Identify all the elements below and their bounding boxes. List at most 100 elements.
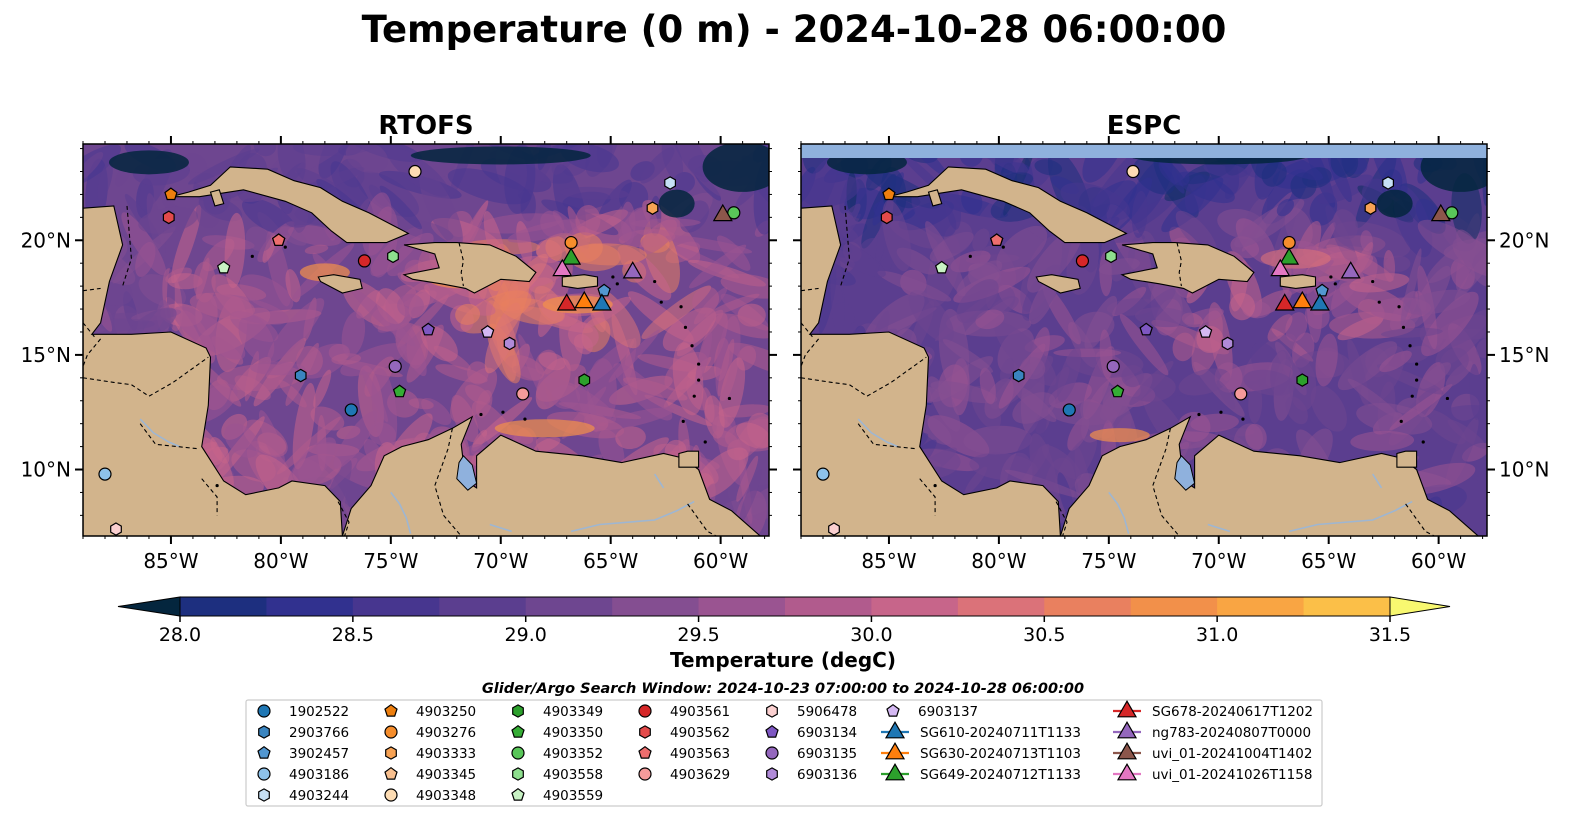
platform-marker xyxy=(882,187,896,201)
legend-marker xyxy=(765,746,779,760)
platform-marker xyxy=(408,164,422,179)
colorbar-label: Temperature (degC) xyxy=(670,648,896,672)
legend-label: SG630-20240713T1103 xyxy=(920,746,1081,762)
legend-item: 4903352 xyxy=(511,746,603,762)
legend-marker xyxy=(766,767,778,781)
panel-title-rtofs: RTOFS xyxy=(378,111,473,141)
platform-marker xyxy=(388,359,402,373)
platform-marker xyxy=(1075,254,1090,268)
legend-item: SG649-20240712T1133 xyxy=(881,762,1081,783)
legend-marker xyxy=(638,745,652,759)
platform-marker xyxy=(516,387,530,401)
legend-marker xyxy=(384,788,398,802)
lon-tick-label: 80°W xyxy=(971,549,1026,573)
legend-marker xyxy=(884,741,906,760)
colorbar-tick-label: 28.5 xyxy=(332,624,374,646)
platform-marker xyxy=(357,254,372,268)
panel-title-espc: ESPC xyxy=(1107,111,1182,141)
colorbar-tick-label: 31.5 xyxy=(1369,624,1411,646)
legend-label: 4903333 xyxy=(416,746,476,762)
lat-tick-label: 20°N xyxy=(1499,228,1549,252)
legend-label: SG678-20240617T1202 xyxy=(1152,704,1313,720)
legend-item: uvi_01-20241026T1158 xyxy=(1113,762,1312,783)
legend-label: 6903135 xyxy=(797,746,857,762)
legend-label: 5906478 xyxy=(797,704,857,720)
legend-marker xyxy=(257,704,271,718)
platform-marker xyxy=(1270,258,1291,277)
legend-item: 4903244 xyxy=(258,788,349,804)
legend-item: 6903135 xyxy=(765,746,857,762)
colorbar-segment xyxy=(1217,597,1305,616)
platform-marker xyxy=(1315,283,1329,297)
platform-marker xyxy=(1062,403,1076,417)
lon-tick-label: 80°W xyxy=(253,549,308,573)
search-window-caption: Glider/Argo Search Window: 2024-10-23 07… xyxy=(482,681,1084,697)
map-frame xyxy=(82,143,770,537)
legend-marker xyxy=(512,704,524,718)
legend-item: 4903250 xyxy=(384,703,476,720)
lon-tick-label: 70°W xyxy=(473,549,528,573)
platform-marker xyxy=(392,384,407,398)
legend-item: 4903345 xyxy=(384,766,476,783)
legend-item: 2903766 xyxy=(258,725,349,741)
legend-item: 6903136 xyxy=(766,767,857,783)
platform-marker xyxy=(1296,373,1309,387)
legend-label: 3902457 xyxy=(289,746,349,762)
map-panel-rtofs: RTOFS 85°W 80°W 75°W 70°W 65°W 60°W 10°N 15°N 20… xyxy=(21,111,777,573)
colorbar-extend-low xyxy=(117,596,181,617)
colorbar-tick-label: 30.0 xyxy=(850,624,892,646)
platform-marker xyxy=(271,233,286,246)
platform-marker xyxy=(344,403,358,417)
lat-tick-label: 10°N xyxy=(21,458,71,482)
legend-item: 4903350 xyxy=(511,724,603,741)
figure-title: Temperature (0 m) - 2024-10-28 06:00:00 xyxy=(362,8,1227,51)
colorbar: 28.0 28.5 29.0 29.5 30.0 30.5 31.0 31.5 xyxy=(117,596,1451,646)
lat-tick-label: 15°N xyxy=(1499,343,1549,367)
legend-label: 6903137 xyxy=(918,704,978,720)
lon-tick-label: 70°W xyxy=(1191,549,1246,573)
legend-box xyxy=(245,699,1323,807)
legend-label: SG649-20240712T1133 xyxy=(920,767,1081,783)
legend-marker xyxy=(258,725,270,739)
legend-marker xyxy=(257,745,271,759)
legend-marker xyxy=(886,703,900,717)
platform-marker xyxy=(216,260,231,274)
platform-marker xyxy=(1282,235,1296,250)
legend-item: 6903137 xyxy=(886,703,978,720)
platform-marker xyxy=(712,203,733,222)
colorbar-tick-label: 31.0 xyxy=(1196,624,1238,646)
legend-label: uvi_01-20241026T1158 xyxy=(1152,767,1312,783)
colorbar-segment xyxy=(785,597,872,616)
legend-item: 4903629 xyxy=(638,767,730,783)
lat-tick-label: 20°N xyxy=(21,228,71,252)
colorbar-tick-label: 28.0 xyxy=(159,624,201,646)
landmass xyxy=(83,166,762,536)
legend-item: 4903333 xyxy=(385,746,476,762)
legend-label: 4903562 xyxy=(670,725,730,741)
legend-item: 4903276 xyxy=(384,725,476,741)
legend-label: 4903244 xyxy=(289,788,349,804)
legend-marker xyxy=(765,724,779,738)
platform-marker xyxy=(622,261,643,279)
legend-marker xyxy=(511,787,525,801)
legend-label: 4903559 xyxy=(543,788,603,804)
platform-marker xyxy=(1382,176,1395,190)
platform-marker xyxy=(1364,201,1377,215)
platform-marker xyxy=(1279,247,1300,265)
legend-marker xyxy=(258,788,270,802)
colorbar-segment xyxy=(1303,597,1391,616)
legend-label: 4903352 xyxy=(543,746,603,762)
ocean-temperature-field xyxy=(83,144,769,536)
legend-item: 5906478 xyxy=(766,704,857,720)
legend-item: SG610-20240711T1133 xyxy=(881,720,1081,741)
colorbar-segment xyxy=(957,597,1045,616)
platform-marker xyxy=(480,324,495,338)
platform-marker xyxy=(574,290,595,309)
platform-marker xyxy=(646,201,659,215)
legend-label: 4903558 xyxy=(543,767,603,783)
legend-label: uvi_01-20241004T1402 xyxy=(1152,746,1312,762)
platform-marker xyxy=(989,233,1004,246)
platform-marker xyxy=(664,176,677,190)
legend-marker xyxy=(884,720,906,739)
